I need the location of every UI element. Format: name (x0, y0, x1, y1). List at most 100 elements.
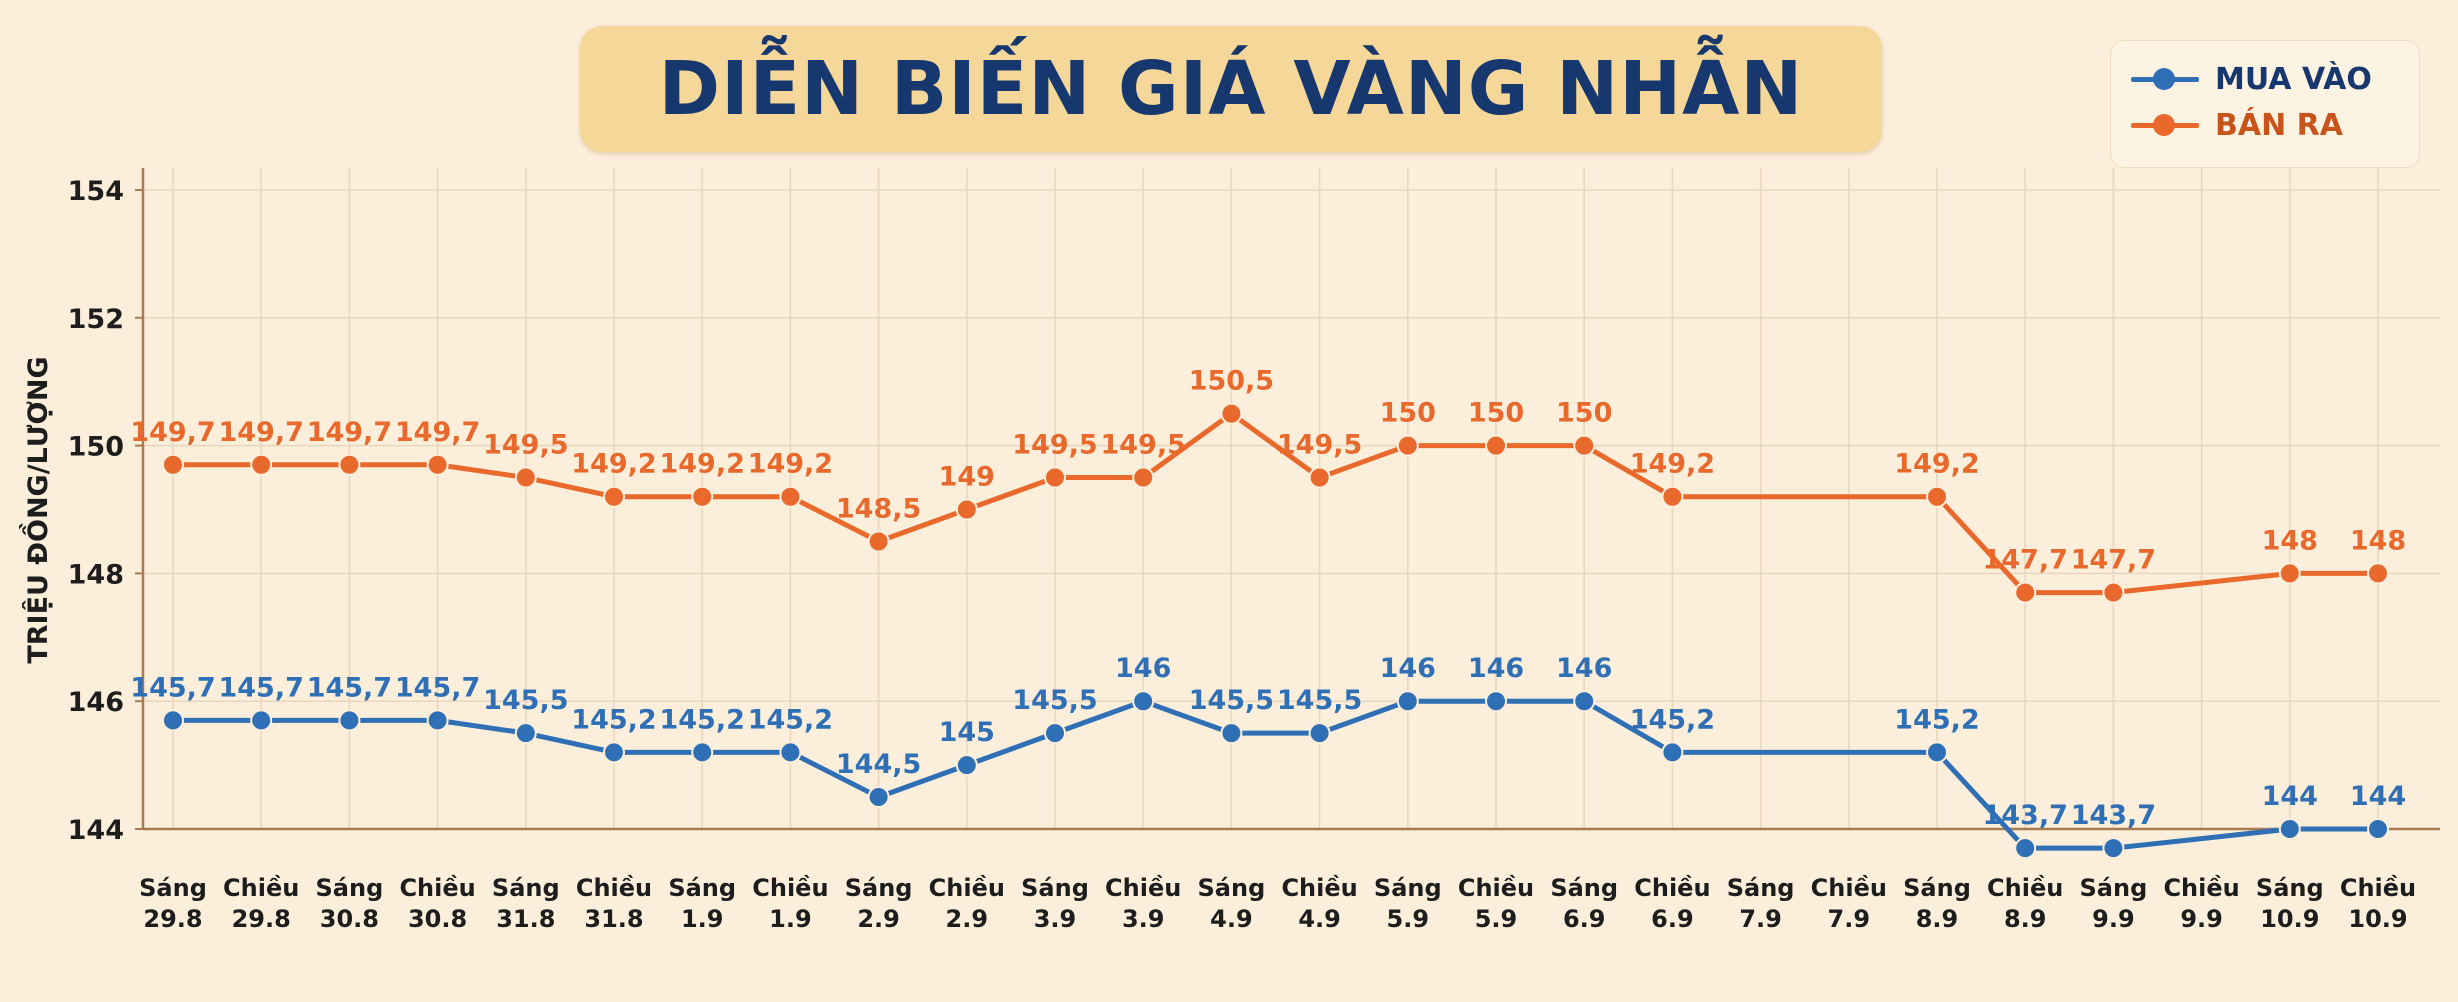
chart-title: DIỄN BIẾN GIÁ VÀNG NHẪN (658, 46, 1804, 132)
x-tick-label: Sáng (139, 874, 207, 902)
y-tick-label: 148 (68, 559, 124, 590)
x-tick-label: 3.9 (1034, 905, 1077, 933)
data-label-buy: 145,5 (1277, 685, 1362, 716)
x-tick-label: 30.8 (320, 905, 379, 933)
x-tick-label: Chiều (1105, 874, 1181, 902)
data-label-sell: 149 (939, 462, 995, 493)
legend-item-buy: MUA VÀO (2129, 59, 2372, 99)
data-point-buy (1396, 690, 1419, 713)
data-point-sell (338, 453, 361, 476)
data-point-buy (1926, 741, 1948, 764)
data-label-sell: 149,2 (659, 449, 744, 480)
data-label-sell: 150 (1556, 398, 1612, 429)
x-tick-label: Chiều (1281, 874, 1357, 902)
data-label-sell: 147,7 (2071, 545, 2156, 576)
data-point-sell (1132, 466, 1155, 489)
data-point-sell (1308, 466, 1331, 489)
data-label-buy: 145,2 (1630, 704, 1715, 735)
data-point-buy (2102, 837, 2125, 860)
data-label-buy: 143,7 (2071, 800, 2156, 831)
data-label-sell: 149,2 (1630, 449, 1715, 480)
data-label-buy: 146 (1380, 653, 1436, 684)
data-point-buy (1485, 690, 1507, 713)
x-tick-label: Sáng (1727, 874, 1795, 902)
data-point-sell (2278, 562, 2301, 585)
data-point-buy (1220, 722, 1243, 745)
data-point-sell (955, 498, 978, 521)
x-tick-label: Chiều (752, 874, 828, 902)
data-point-buy (2014, 837, 2037, 860)
data-label-buy: 143,7 (1982, 800, 2067, 831)
legend-swatch-sell (2129, 105, 2201, 145)
data-point-buy (603, 741, 625, 764)
data-point-sell (2102, 581, 2125, 604)
data-label-sell: 149,7 (307, 417, 392, 448)
data-point-sell (2367, 562, 2389, 585)
x-tick-label: Chiều (1458, 874, 1534, 902)
x-tick-label: 10.9 (2348, 905, 2407, 933)
y-tick-label: 150 (68, 432, 124, 463)
data-point-sell (867, 530, 890, 553)
data-point-buy (250, 709, 273, 732)
x-tick-label: 30.8 (408, 905, 467, 933)
x-tick-label: Sáng (845, 874, 913, 902)
x-tick-label: 4.9 (1210, 905, 1253, 933)
data-label-buy: 146 (1556, 653, 1612, 684)
x-tick-label: 31.8 (496, 905, 555, 933)
x-tick-label: Chiều (576, 874, 652, 902)
data-label-buy: 145,7 (218, 672, 303, 703)
x-tick-label: Sáng (668, 874, 736, 902)
x-tick-label: Sáng (1903, 874, 1971, 902)
data-label-buy: 144,5 (836, 749, 921, 780)
x-tick-label: 9.9 (2092, 905, 2135, 933)
data-point-buy (1573, 690, 1596, 713)
data-label-sell: 149,7 (218, 417, 303, 448)
x-tick-label: 5.9 (1387, 905, 1430, 933)
x-tick-label: 6.9 (1563, 905, 1606, 933)
x-tick-label: 5.9 (1475, 905, 1518, 933)
data-label-buy: 145,5 (1012, 685, 1097, 716)
data-label-sell: 148 (2262, 525, 2318, 556)
data-label-buy: 145,2 (1894, 704, 1979, 735)
data-label-buy: 145,7 (395, 672, 480, 703)
x-tick-label: 6.9 (1651, 905, 1694, 933)
y-tick-label: 146 (68, 687, 124, 718)
x-tick-label: Chiều (399, 874, 475, 902)
data-point-sell (1485, 434, 1507, 457)
x-tick-label: 29.8 (232, 905, 291, 933)
data-point-sell (1926, 485, 1948, 508)
data-point-sell (1396, 434, 1419, 457)
data-label-sell: 150,5 (1189, 366, 1274, 397)
data-label-buy: 146 (1115, 653, 1171, 684)
data-label-buy: 145,7 (130, 672, 215, 703)
x-tick-label: Chiều (2340, 874, 2416, 902)
data-label-sell: 149,7 (395, 417, 480, 448)
legend-label-buy: MUA VÀO (2215, 61, 2372, 97)
data-label-sell: 149,5 (1277, 430, 1362, 461)
data-point-buy (1308, 722, 1331, 745)
x-tick-label: Sáng (492, 874, 560, 902)
legend-label-sell: BÁN RA (2215, 107, 2343, 143)
x-tick-label: Chiều (1634, 874, 1710, 902)
x-tick-label: Chiều (2163, 874, 2239, 902)
x-tick-label: Chiều (929, 874, 1005, 902)
data-point-sell (691, 485, 714, 508)
x-tick-label: Sáng (1198, 874, 1266, 902)
data-point-buy (2367, 818, 2389, 840)
x-tick-label: 10.9 (2260, 905, 2319, 933)
data-point-sell (603, 485, 625, 508)
data-point-buy (955, 754, 978, 777)
x-tick-label: 8.9 (2004, 905, 2047, 933)
x-tick-label: Sáng (2256, 874, 2324, 902)
data-label-buy: 145,5 (1189, 685, 1274, 716)
y-tick-label: 154 (68, 176, 124, 207)
data-point-buy (514, 722, 537, 745)
data-label-sell: 150 (1468, 398, 1524, 429)
data-point-sell (250, 453, 273, 476)
x-tick-label: 1.9 (769, 905, 812, 933)
x-tick-label: 2.9 (857, 905, 900, 933)
data-label-buy: 145,7 (307, 672, 392, 703)
data-label-sell: 149,7 (130, 417, 215, 448)
